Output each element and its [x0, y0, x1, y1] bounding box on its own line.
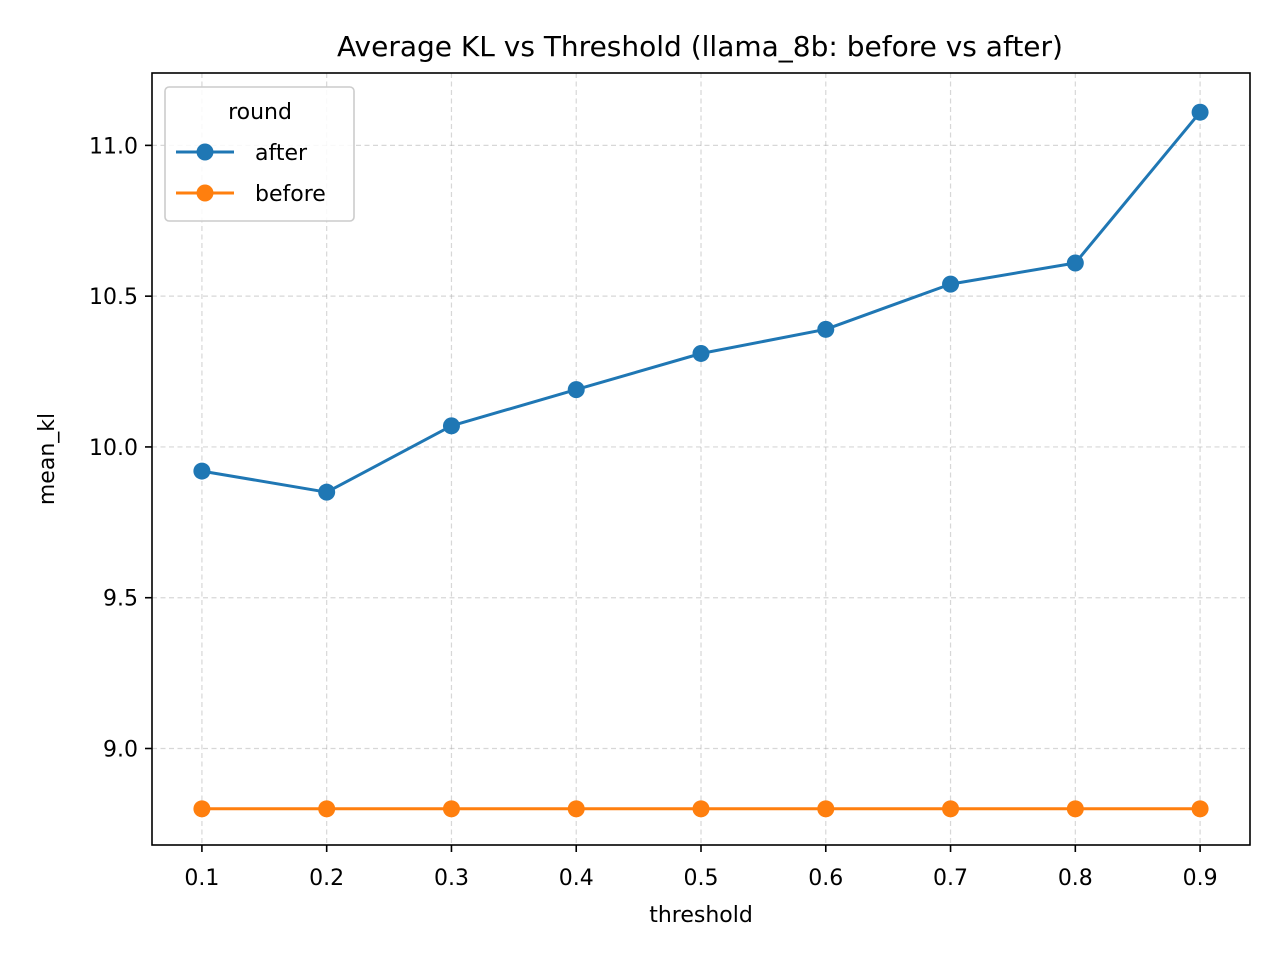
data-point-after [817, 320, 835, 338]
series-after [193, 103, 1209, 501]
data-point-before [318, 800, 336, 818]
chart-title: Average KL vs Threshold (llama_8b: befor… [337, 30, 1063, 63]
legend-label: before [255, 182, 326, 207]
y-tick-label: 9.5 [103, 587, 138, 612]
x-tick-label: 0.4 [559, 866, 594, 891]
y-axis-label: mean_kl [35, 413, 60, 505]
y-tick-label: 10.0 [89, 436, 138, 461]
x-tick-label: 0.9 [1183, 866, 1218, 891]
data-point-after [1066, 254, 1084, 272]
legend-title: round [228, 100, 292, 125]
data-point-after [942, 275, 960, 293]
series-layer [193, 103, 1209, 818]
x-tick-label: 0.5 [684, 866, 719, 891]
data-point-after [193, 462, 211, 480]
x-axis-label: threshold [649, 903, 753, 928]
legend-box [164, 86, 355, 222]
data-point-after [1191, 103, 1209, 121]
y-axis: 9.0 9.5 10.0 10.5 11.0 [89, 134, 152, 763]
x-tick-label: 0.3 [434, 866, 469, 891]
legend-label: after [255, 141, 308, 166]
data-point-before [1066, 800, 1084, 818]
x-tick-label: 0.8 [1058, 866, 1093, 891]
data-point-after [567, 381, 585, 399]
legend-item-before: before [176, 182, 326, 207]
data-point-after [692, 344, 710, 362]
x-tick-label: 0.1 [184, 866, 219, 891]
x-tick-label: 0.6 [808, 866, 843, 891]
x-axis: 0.1 0.2 0.3 0.4 0.5 0.6 0.7 0.8 0.9 [184, 845, 1218, 891]
data-point-before [942, 800, 960, 818]
y-tick-label: 11.0 [89, 134, 138, 159]
data-point-before [692, 800, 710, 818]
series-before [193, 800, 1209, 818]
data-point-after [442, 417, 460, 435]
data-point-before [817, 800, 835, 818]
x-tick-label: 0.7 [933, 866, 968, 891]
legend-marker [196, 184, 214, 202]
data-point-before [193, 800, 211, 818]
y-tick-label: 9.0 [103, 738, 138, 763]
legend-items: after before [176, 141, 326, 207]
data-point-before [1191, 800, 1209, 818]
legend-marker [196, 143, 214, 161]
legend: round after before [164, 86, 355, 222]
data-point-before [442, 800, 460, 818]
x-tick-label: 0.2 [309, 866, 344, 891]
legend-item-after: after [176, 141, 308, 166]
data-point-before [567, 800, 585, 818]
data-point-after [318, 483, 336, 501]
y-tick-label: 10.5 [89, 285, 138, 310]
